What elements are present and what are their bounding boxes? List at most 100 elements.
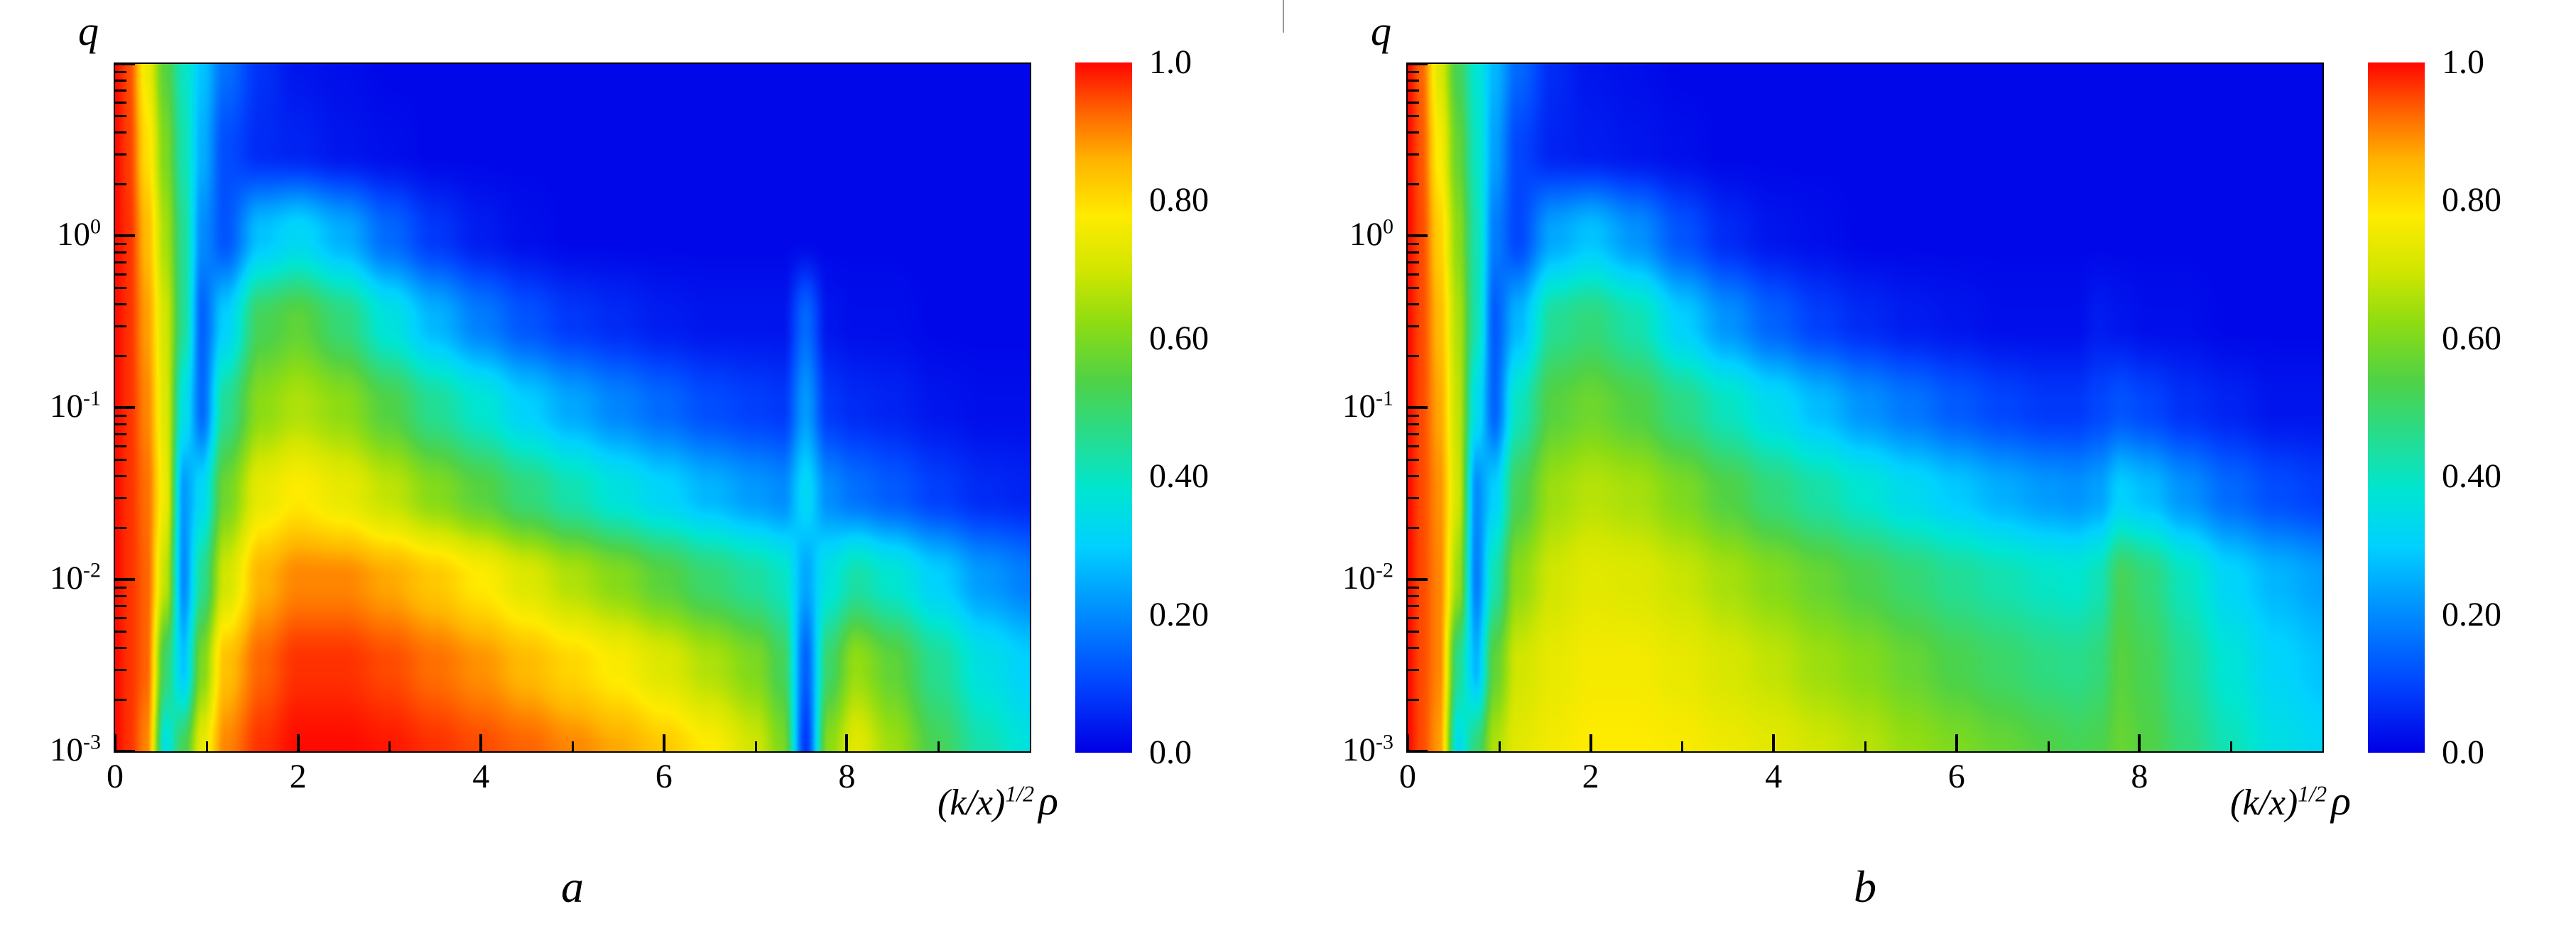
y-axis-title: q xyxy=(78,8,99,54)
y-minor-tick-mark xyxy=(115,287,126,289)
x-minor-tick-mark xyxy=(1864,741,1866,751)
colorbar-tick-label: 1.0 xyxy=(1149,43,1192,81)
y-minor-tick-mark xyxy=(115,89,126,92)
y-tick-label: 10-2 xyxy=(50,558,101,596)
y-minor-tick-mark xyxy=(1408,80,1419,82)
y-minor-tick-mark xyxy=(1408,423,1419,425)
x-minor-tick-mark xyxy=(938,741,940,751)
y-minor-tick-mark xyxy=(115,433,126,435)
colorbar-gradient xyxy=(2368,62,2425,753)
colorbar-tick-label: 0.40 xyxy=(1149,457,1209,496)
x-tick-label: 4 xyxy=(1765,758,1783,795)
x-tick-label: 8 xyxy=(2131,758,2148,795)
panel-label: b xyxy=(1854,861,1876,912)
x-axis-title-base: (k/x) xyxy=(938,783,1006,823)
x-axis-title-base: (k/x) xyxy=(2230,783,2298,823)
rho-symbol: ρ xyxy=(1038,778,1058,824)
x-major-tick-mark xyxy=(1772,734,1775,751)
x-minor-tick-mark xyxy=(572,741,574,751)
colorbar-tick-label: 0.60 xyxy=(2442,319,2501,357)
colorbar-tick-label: 0.40 xyxy=(2442,457,2501,496)
y-minor-tick-mark xyxy=(115,115,126,117)
colorbar-tick-label: 0.80 xyxy=(1149,181,1209,219)
y-minor-tick-mark xyxy=(1408,261,1419,263)
y-minor-tick-mark xyxy=(115,475,126,477)
rho-symbol: ρ xyxy=(2331,778,2351,824)
y-minor-tick-mark xyxy=(115,303,126,305)
y-minor-tick-mark xyxy=(115,261,126,263)
y-minor-tick-mark xyxy=(1408,527,1419,529)
heatmap-canvas xyxy=(1408,64,2322,751)
x-minor-tick-mark xyxy=(388,741,391,751)
x-major-tick-mark xyxy=(2138,734,2141,751)
y-minor-tick-mark xyxy=(115,669,126,671)
y-minor-tick-mark xyxy=(115,595,126,597)
y-minor-tick-mark xyxy=(115,325,126,327)
y-minor-tick-mark xyxy=(115,527,126,529)
y-minor-tick-mark xyxy=(1408,102,1419,104)
y-minor-tick-mark xyxy=(1408,445,1419,447)
y-minor-tick-mark xyxy=(1408,153,1419,156)
y-minor-tick-mark xyxy=(1408,303,1419,305)
y-minor-tick-mark xyxy=(1408,587,1419,589)
x-major-tick-mark xyxy=(1406,734,1409,751)
y-minor-tick-mark xyxy=(115,415,126,417)
y-tick-label: 100 xyxy=(1349,214,1393,253)
heatmap-canvas xyxy=(115,64,1030,751)
y-axis-title: q xyxy=(1371,8,1391,54)
colorbar xyxy=(2368,62,2425,753)
y-tick-label: 10-3 xyxy=(50,730,101,768)
x-minor-tick-mark xyxy=(2048,741,2050,751)
y-minor-tick-mark xyxy=(1408,415,1419,417)
colorbar-tick-label: 0.20 xyxy=(1149,595,1209,633)
y-minor-tick-mark xyxy=(115,80,126,82)
heatmap-plot-area xyxy=(114,62,1031,753)
y-minor-tick-mark xyxy=(1408,669,1419,671)
y-minor-tick-mark xyxy=(115,699,126,701)
y-major-tick-mark xyxy=(115,62,135,65)
x-tick-label: 6 xyxy=(655,758,673,795)
y-minor-tick-mark xyxy=(1408,325,1419,327)
y-minor-tick-mark xyxy=(115,617,126,619)
y-minor-tick-mark xyxy=(115,183,126,185)
x-tick-label: 0 xyxy=(1399,758,1416,795)
y-major-tick-mark xyxy=(1408,578,1428,581)
colorbar-tick-label: 0.60 xyxy=(1149,319,1209,357)
x-tick-label: 8 xyxy=(838,758,856,795)
y-minor-tick-mark xyxy=(1408,631,1419,633)
x-axis-title: (k/x)1/2 ρ xyxy=(2109,777,2351,824)
x-major-tick-mark xyxy=(297,734,300,751)
y-minor-tick-mark xyxy=(1408,605,1419,607)
x-tick-label: 6 xyxy=(1947,758,1965,795)
y-tick-label: 10-1 xyxy=(50,386,101,425)
y-tick-label: 100 xyxy=(57,214,101,253)
y-tick-label: 10-1 xyxy=(1342,386,1393,425)
x-tick-label: 2 xyxy=(289,758,307,795)
y-minor-tick-mark xyxy=(1408,183,1419,185)
y-minor-tick-mark xyxy=(115,605,126,607)
colorbar-tick-label: 0.80 xyxy=(2442,181,2501,219)
x-major-tick-mark xyxy=(1589,734,1592,751)
x-tick-label: 2 xyxy=(1582,758,1599,795)
x-axis-title-exponent: 1/2 xyxy=(1005,780,1035,807)
y-minor-tick-mark xyxy=(115,243,126,245)
y-minor-tick-mark xyxy=(115,273,126,276)
y-major-tick-mark xyxy=(115,234,135,237)
y-major-tick-mark xyxy=(115,750,135,753)
y-minor-tick-mark xyxy=(115,587,126,589)
y-major-tick-mark xyxy=(1408,750,1428,753)
y-minor-tick-mark xyxy=(1408,617,1419,619)
heatmap-panel-b: q 100 10-1 10-2 10-3 0 2 4 6 8 (k/x)1/2 ρ 1.0 0.8… xyxy=(1293,0,2575,948)
y-minor-tick-mark xyxy=(115,71,126,73)
x-major-tick-mark xyxy=(845,734,848,751)
colorbar-tick-label: 1.0 xyxy=(2442,43,2484,81)
x-minor-tick-mark xyxy=(1681,741,1683,751)
x-axis-title-exponent: 1/2 xyxy=(2298,780,2327,807)
y-minor-tick-mark xyxy=(1408,71,1419,73)
y-minor-tick-mark xyxy=(1408,355,1419,357)
colorbar-gradient xyxy=(1075,62,1132,753)
heatmap-plot-area xyxy=(1406,62,2324,753)
y-minor-tick-mark xyxy=(115,445,126,447)
y-minor-tick-mark xyxy=(115,153,126,156)
x-major-tick-mark xyxy=(114,734,116,751)
